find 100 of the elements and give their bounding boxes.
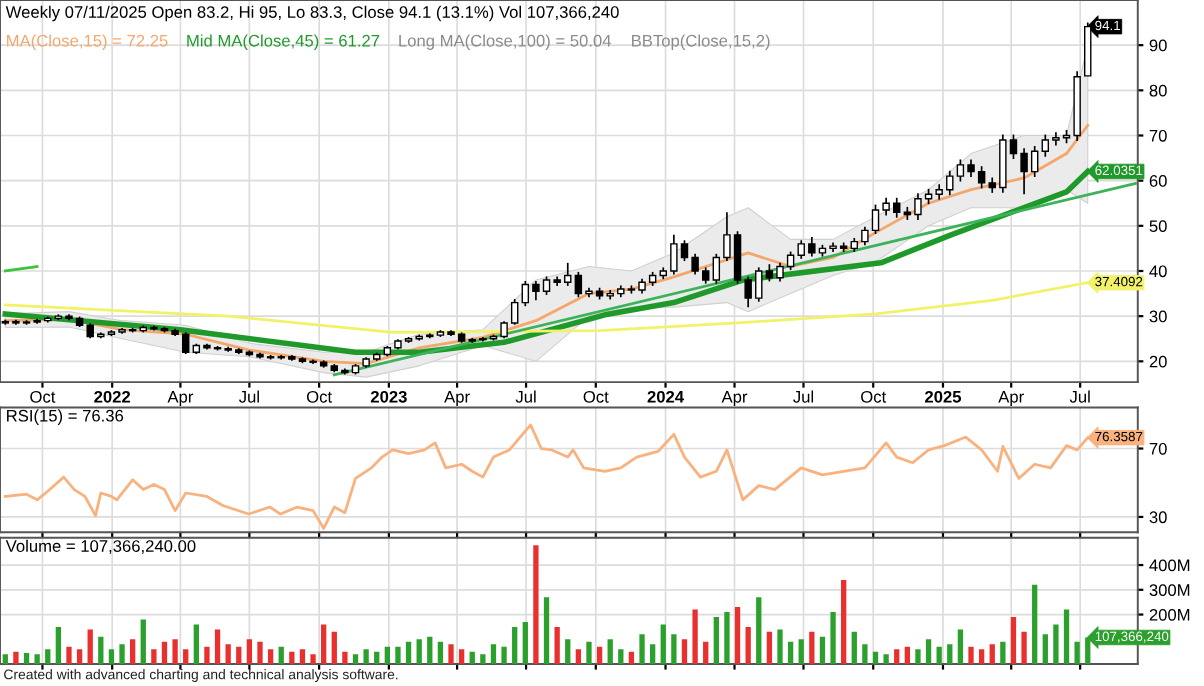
bar: [204, 646, 210, 665]
bar: [596, 646, 603, 665]
bar: [236, 646, 242, 665]
bar: [108, 649, 115, 665]
bar: [798, 639, 804, 665]
bar: [161, 641, 168, 665]
chart-title: Weekly 07/11/2025 Open 83.2, Hi 95, Lo 83.3, Close 94.1 (13.1%) Vol 107,366,240: [5, 5, 619, 22]
y-tick-label: 60: [1149, 175, 1167, 187]
bar: [1021, 631, 1027, 665]
x-tick-label: 2024: [647, 390, 684, 403]
y-tick-label: 20: [1149, 355, 1167, 368]
bar: [119, 644, 125, 665]
x-tick-label: 2025: [925, 390, 962, 403]
bar: [342, 651, 348, 665]
y-tick-label: 50: [1149, 220, 1167, 233]
bar: [957, 629, 964, 665]
x-tick-label: Jul: [793, 390, 814, 403]
y-tick-label: 40: [1149, 265, 1167, 278]
bar: [246, 639, 253, 665]
bar: [628, 651, 635, 665]
y-tick-label: 30: [1149, 310, 1167, 323]
bar: [299, 649, 306, 665]
x-tick-label: Apr: [444, 391, 470, 406]
y-tick-label: 30: [1149, 511, 1167, 524]
bar: [575, 649, 582, 665]
bar: [883, 654, 889, 665]
bar: [458, 649, 465, 665]
x-tick-label: 2023: [370, 390, 407, 403]
bar: [872, 651, 879, 665]
x-tick-label: Jul: [238, 390, 259, 403]
bar: [140, 619, 146, 665]
bar: [894, 649, 900, 665]
bar: [501, 646, 507, 665]
bar: [310, 654, 316, 665]
x-tick-label: Oct: [861, 390, 887, 403]
chart-title: RSI(15) = 76.36: [7, 409, 124, 425]
bar: [1074, 641, 1080, 665]
bar: [151, 649, 157, 665]
x-tick-label: Oct: [583, 390, 609, 403]
bar: [448, 644, 454, 665]
bar: [480, 654, 486, 665]
bar: [1032, 584, 1038, 665]
bar: [543, 597, 550, 665]
bar: [766, 631, 773, 665]
bar: [289, 651, 295, 665]
bar: [713, 617, 719, 665]
bar: [352, 654, 359, 665]
bar: [98, 636, 104, 665]
bar: [405, 641, 412, 665]
bar: [681, 639, 688, 665]
bar: [650, 644, 656, 665]
bar: [427, 636, 433, 665]
bar: [193, 624, 199, 665]
bar: [512, 626, 518, 665]
y-tick-label: 70: [1149, 442, 1167, 455]
bar: [787, 641, 794, 665]
x-tick-label: Jul: [1069, 390, 1090, 403]
chart-title: Volume = 107,366,240.00: [5, 539, 196, 554]
bar: [989, 644, 995, 665]
bar: [2, 654, 8, 665]
bar: [554, 626, 560, 665]
line-series: [3, 123, 1090, 365]
y-tick-label: 300M: [1149, 584, 1190, 596]
bar: [565, 639, 571, 665]
bar: [522, 621, 528, 665]
bar: [819, 636, 826, 665]
y-tick-label: 400M: [1149, 559, 1190, 572]
bar: [214, 629, 221, 665]
bar: [618, 649, 624, 665]
bar: [703, 641, 709, 665]
bar: [671, 634, 677, 665]
bar: [607, 639, 613, 665]
y-tick-label: 200M: [1149, 608, 1190, 621]
bar: [978, 649, 985, 665]
bar: [76, 649, 83, 665]
bar: [45, 649, 51, 665]
bar: [660, 624, 666, 665]
bar: [925, 639, 932, 665]
bar: [87, 629, 93, 665]
bar: [1010, 617, 1017, 665]
bar: [490, 644, 497, 665]
bar: [586, 641, 592, 665]
annotation: Long MA(Close,100) = 50.04: [399, 34, 612, 50]
bar: [862, 644, 868, 665]
bar: [947, 644, 953, 665]
y-tick-label: 90: [1149, 39, 1167, 52]
bar: [257, 641, 263, 665]
annotation: BBTop(Close,15,2): [632, 34, 770, 50]
bar: [55, 626, 62, 665]
bar: [734, 607, 741, 665]
bar: [183, 649, 189, 665]
bar: [692, 609, 698, 665]
bar: [331, 631, 337, 665]
text: MA(Close,15) = 72.25: [7, 34, 168, 50]
y-tick-label: 70: [1149, 129, 1167, 142]
x-tick-label: Oct: [306, 390, 332, 403]
x-tick-label: Oct: [30, 390, 56, 403]
bar: [968, 646, 974, 665]
x-tick-label: Apr: [167, 391, 194, 406]
x-tick-label: Jul: [515, 390, 536, 403]
